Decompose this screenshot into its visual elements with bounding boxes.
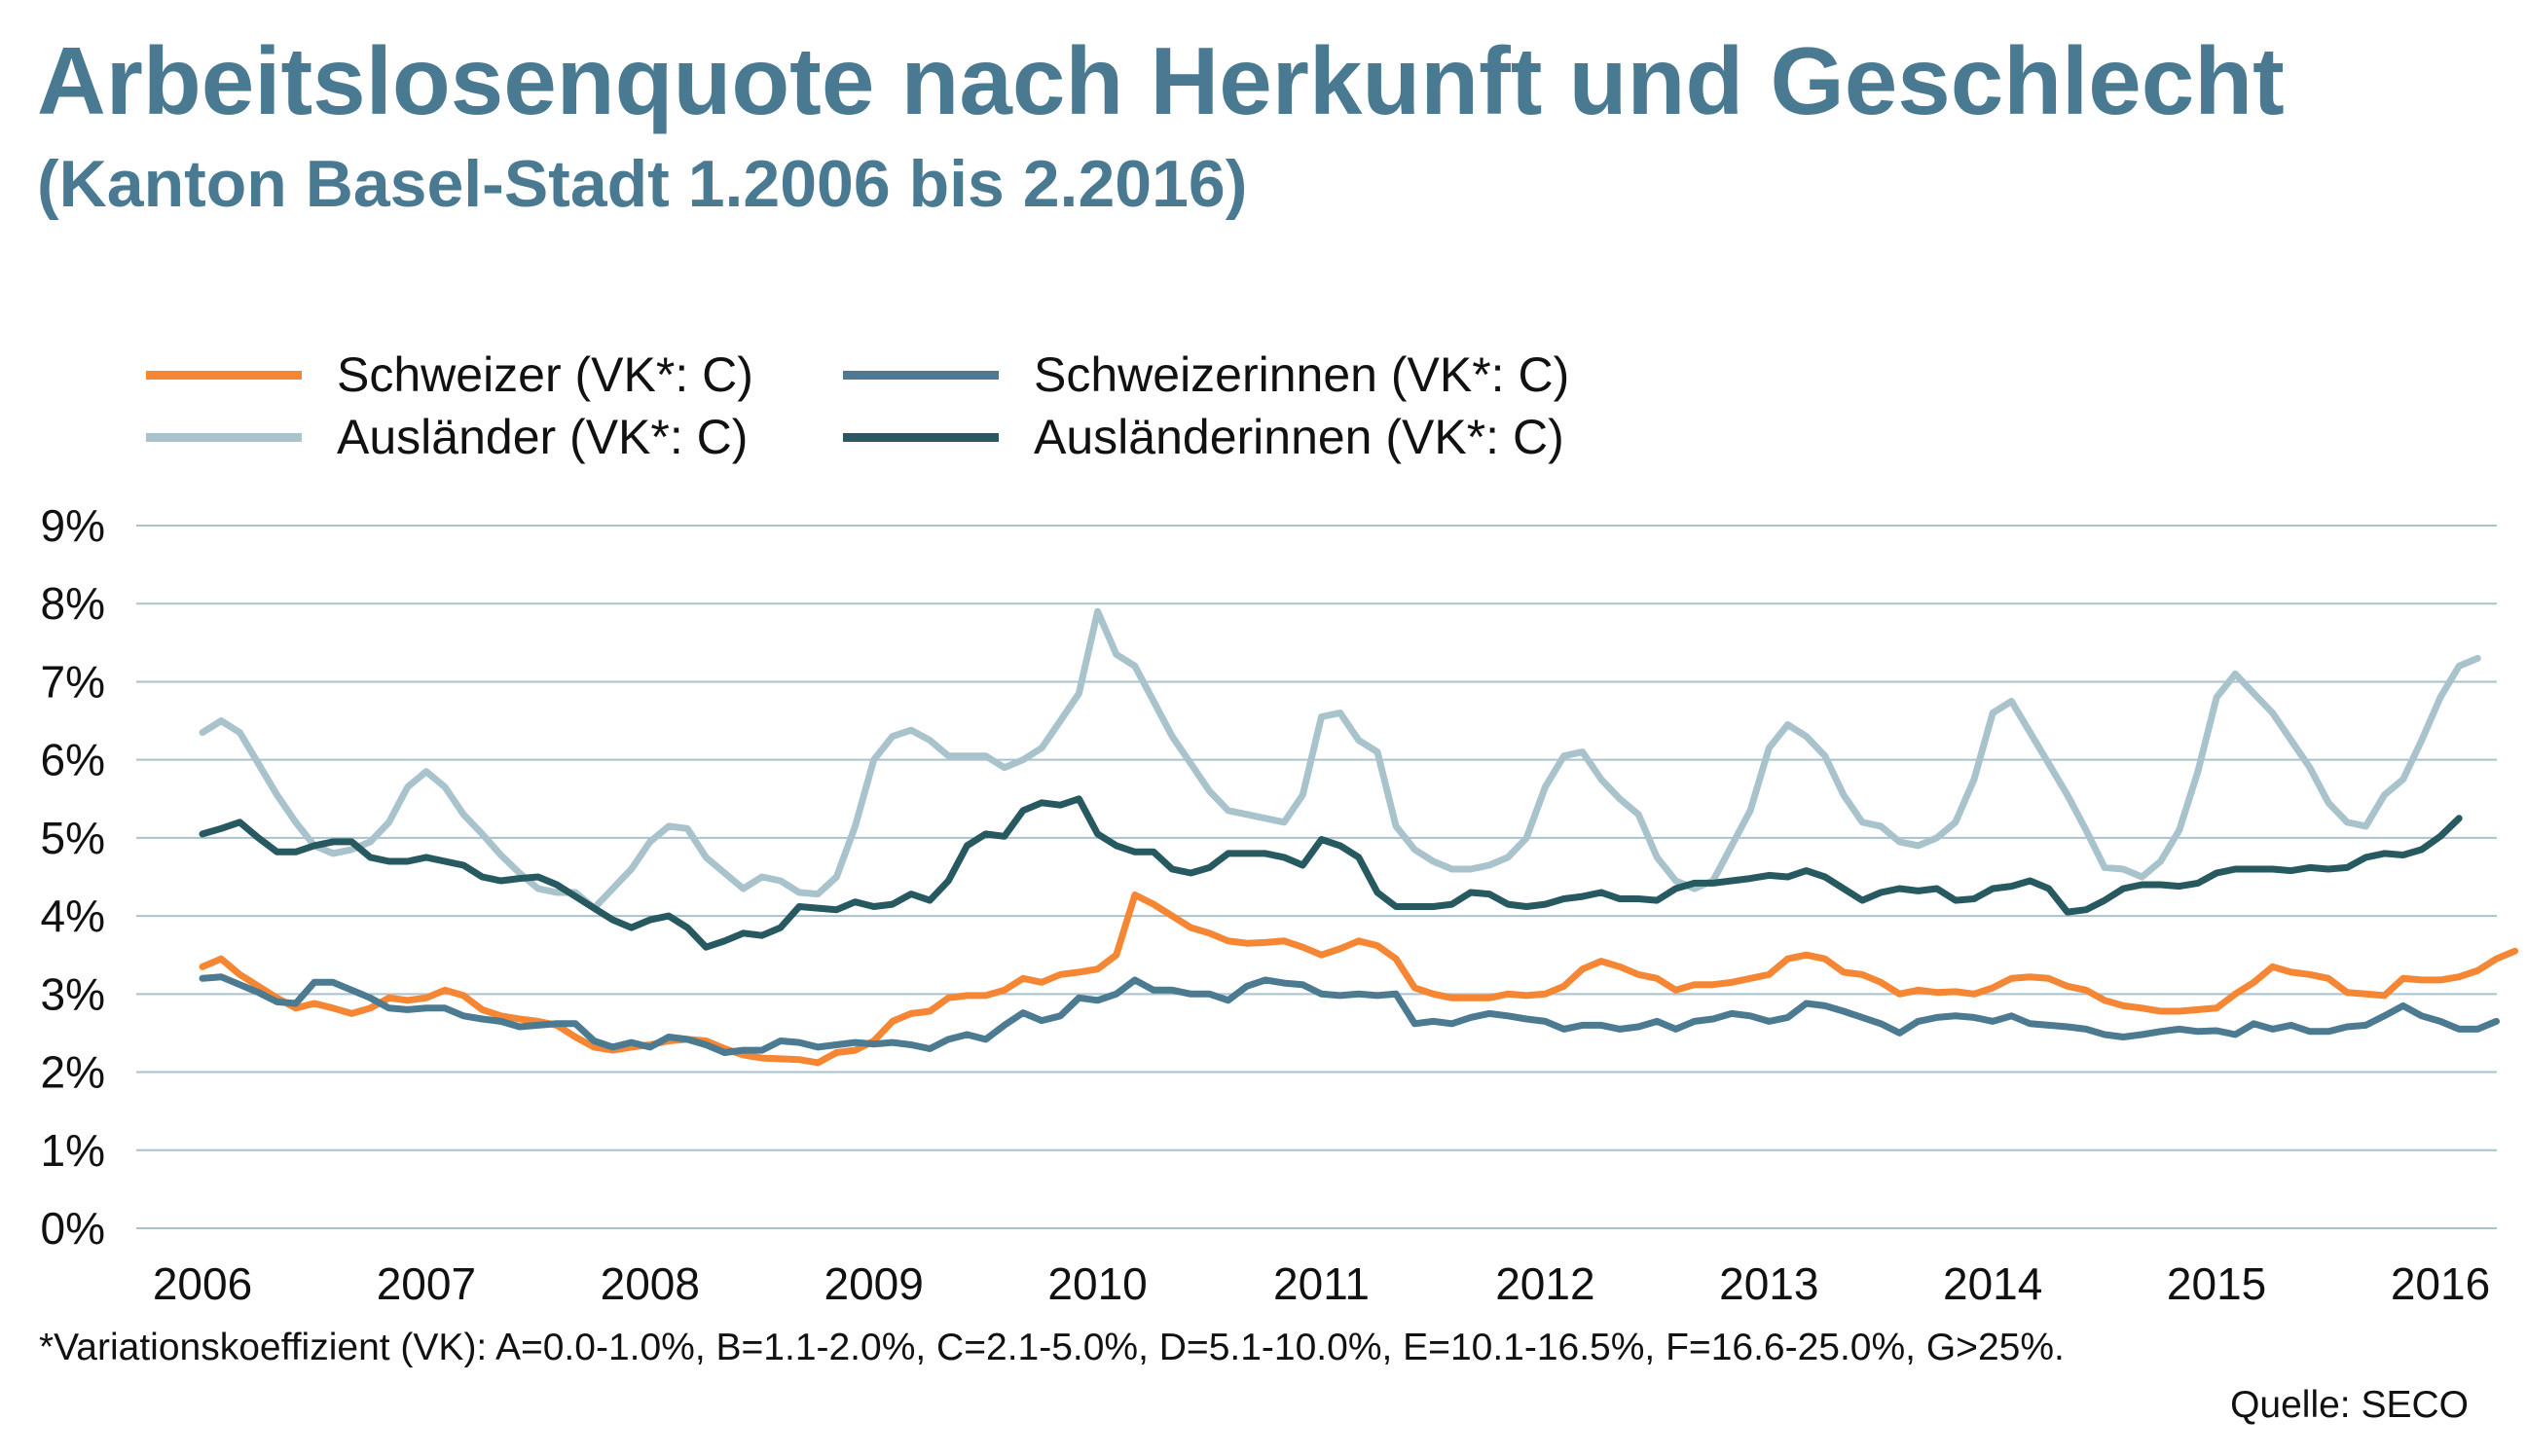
chart-subtitle: (Kanton Basel-Stadt 1.2006 bis 2.2016) xyxy=(37,147,1248,221)
series-line-schweizerinnen xyxy=(199,973,2500,1056)
legend-swatch-auslaender xyxy=(146,432,302,442)
legend-item-auslaender: Ausländer (VK*: C) xyxy=(146,408,748,466)
y-tick-label: 5% xyxy=(41,813,105,863)
x-tick-label: 2008 xyxy=(601,1258,700,1309)
footnote: *Variationskoeffizient (VK): A=0.0-1.0%,… xyxy=(39,1327,2065,1368)
series-line-auslaenderinnen xyxy=(199,795,2463,951)
series-line-schweizer xyxy=(199,892,2519,1067)
legend-item-auslaenderinnen: Ausländerinnen (VK*: C) xyxy=(843,408,1564,466)
legend-swatch-schweizerinnen xyxy=(843,370,999,380)
y-tick-label: 1% xyxy=(41,1125,105,1176)
legend-item-schweizerinnen: Schweizerinnen (VK*: C) xyxy=(843,346,1569,404)
y-tick-label: 8% xyxy=(41,578,105,629)
legend-label-auslaenderinnen: Ausländerinnen (VK*: C) xyxy=(1034,410,1564,464)
legend-swatch-schweizer xyxy=(146,370,302,380)
legend-label-schweizer: Schweizer (VK*: C) xyxy=(337,347,753,402)
y-tick-label: 2% xyxy=(41,1047,105,1098)
x-tick-label: 2010 xyxy=(1047,1258,1147,1309)
x-tick-label: 2016 xyxy=(2391,1258,2490,1309)
legend-label-auslaender: Ausländer (VK*: C) xyxy=(337,410,749,464)
y-tick-label: 0% xyxy=(41,1203,105,1254)
x-tick-label: 2011 xyxy=(1273,1258,1370,1309)
x-tick-label: 2012 xyxy=(1495,1258,1594,1309)
x-tick-label: 2014 xyxy=(1943,1258,2042,1309)
x-tick-label: 2009 xyxy=(824,1258,924,1309)
y-tick-label: 7% xyxy=(41,656,105,707)
x-tick-label: 2015 xyxy=(2167,1258,2266,1309)
legend-item-schweizer: Schweizer (VK*: C) xyxy=(146,346,753,404)
legend-swatch-auslaenderinnen xyxy=(843,432,999,442)
x-tick-label: 2013 xyxy=(1719,1258,1818,1309)
chart-title: Arbeitslosenquote nach Herkunft und Gesc… xyxy=(37,27,2285,134)
x-tick-label: 2007 xyxy=(377,1258,476,1309)
y-tick-label: 4% xyxy=(41,891,105,941)
y-tick-label: 6% xyxy=(41,735,105,785)
source-label: Quelle: SECO xyxy=(2230,1384,2469,1426)
y-tick-label: 3% xyxy=(41,968,105,1019)
y-tick-label: 9% xyxy=(41,500,105,551)
legend-label-schweizerinnen: Schweizerinnen (VK*: C) xyxy=(1034,347,1570,402)
x-tick-label: 2006 xyxy=(153,1258,252,1309)
